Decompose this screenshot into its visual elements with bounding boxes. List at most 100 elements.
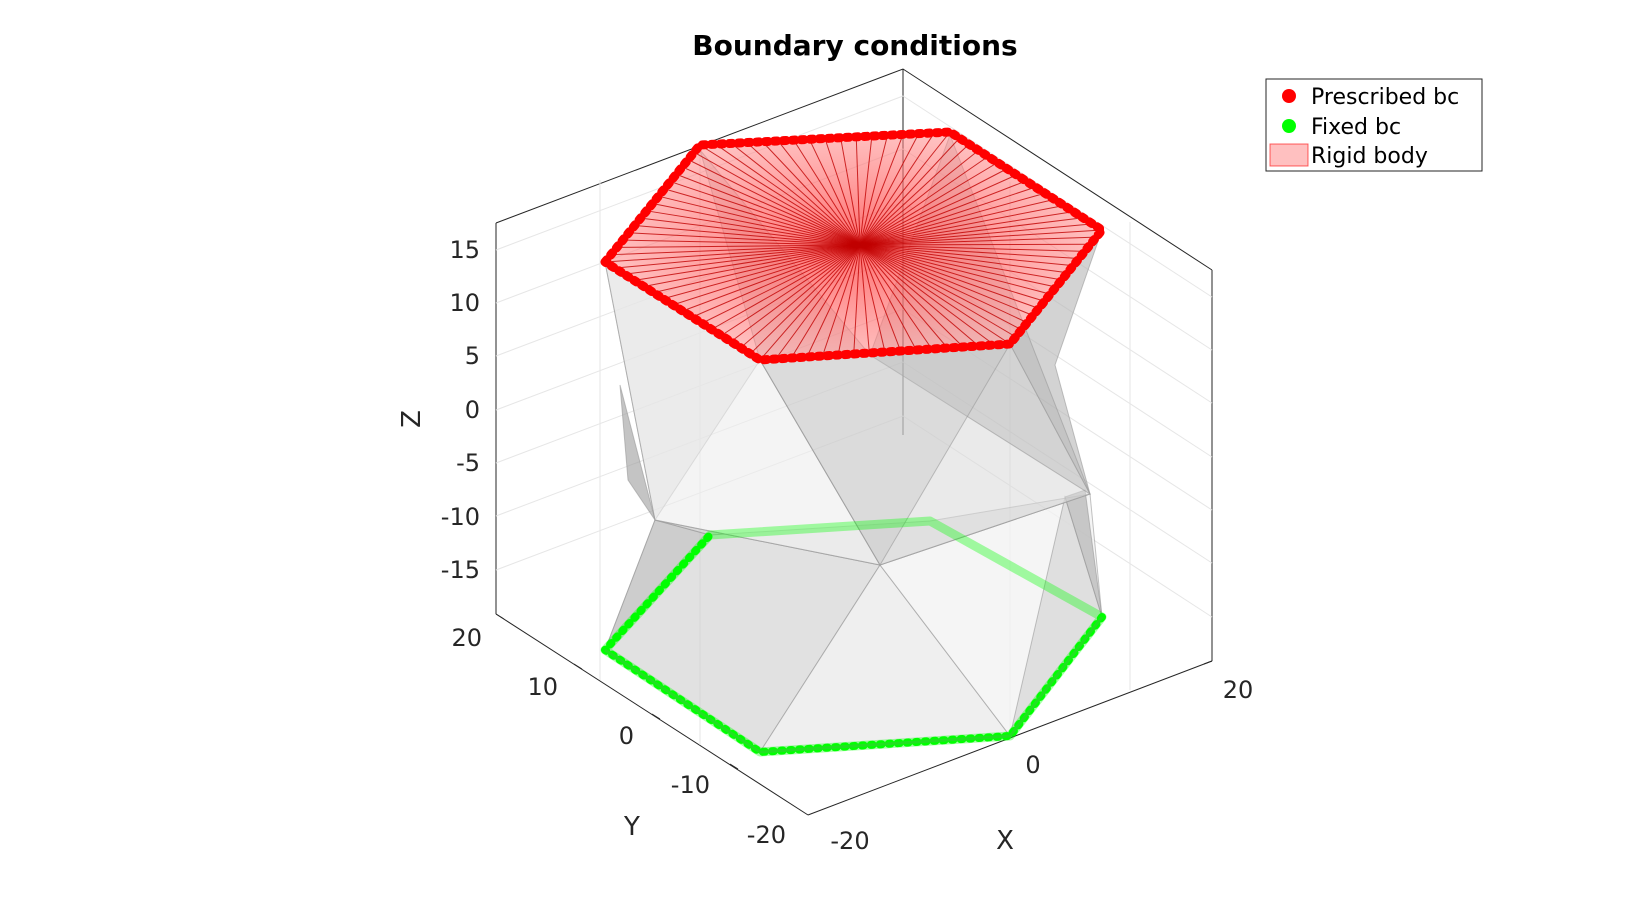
rigid-body-spoke: [859, 244, 1045, 302]
rigid-body-spoke: [682, 244, 861, 312]
z-tick-label: 0: [465, 396, 480, 424]
rigid-body-spoke: [859, 244, 1085, 252]
rigid-body-spoke: [859, 244, 995, 346]
rigid-body-spoke: [653, 244, 861, 294]
rigid-body-spoke: [859, 132, 935, 246]
rigid-body-spoke: [822, 244, 861, 357]
x-tick-label: 0: [1025, 751, 1040, 779]
rigid-body-spoke: [859, 137, 960, 246]
rigid-body-spoke: [824, 138, 861, 246]
rigid-body-spoke: [859, 244, 1068, 274]
rigid-body-spoke: [859, 244, 1034, 316]
rigid-body-spoke: [749, 244, 861, 355]
rigid-body-spoke: [859, 244, 1080, 259]
rigid-body-spoke: [859, 244, 1022, 331]
rigid-body-spoke: [691, 244, 861, 318]
rigid-body-spoke: [859, 168, 1008, 246]
rigid-body-spoke: [859, 136, 873, 246]
rigid-body-spoke: [777, 140, 861, 246]
rigid-body-spoke: [670, 181, 861, 246]
rigid-body-spoke: [701, 244, 861, 324]
rigid-body-spoke: [622, 239, 861, 246]
rigid-body-spoke: [681, 166, 861, 246]
rigid-body-spoke: [859, 223, 1093, 246]
prescribed-bc-ring: [600, 127, 1107, 365]
rigid-body-spoke: [859, 162, 998, 246]
legend: Prescribed bc Fixed bc Rigid body: [1265, 78, 1483, 172]
rigid-body-spoke: [859, 244, 933, 350]
rigid-body-spoke: [730, 244, 861, 343]
z-tick-label: -15: [441, 556, 480, 584]
rigid-body-spoke: [859, 131, 951, 246]
legend-marker-rigid-body: [1269, 143, 1309, 167]
rigid-body-spoke: [640, 217, 861, 246]
rigid-body-spoke: [859, 244, 1028, 324]
z-tick-labels: 15 10 5 0 -5 -10 -15: [441, 236, 480, 584]
rigid-body-spoke: [806, 244, 861, 358]
rigid-body-spoke: [808, 139, 861, 246]
x-tick-label: 20: [1223, 676, 1254, 704]
rigid-body-spoke: [662, 244, 861, 300]
y-tick-label: 20: [451, 624, 482, 652]
z-tick-label: 10: [449, 289, 480, 317]
rigid-body-spoke: [693, 151, 861, 246]
rigid-body-spoke: [646, 210, 861, 246]
y-axis-label: Y: [623, 812, 640, 842]
legend-label-rigid-body: Rigid body: [1311, 144, 1428, 169]
rigid-body-spoke: [740, 244, 861, 349]
rigid-body-spoke: [859, 180, 1027, 246]
rigid-body-spoke: [699, 144, 861, 246]
rigid-body-spoke: [859, 192, 1046, 246]
legend-marker-fixed: [1282, 119, 1296, 133]
rigid-body-spoke: [855, 136, 861, 246]
z-tick-label: -5: [456, 449, 480, 477]
rigid-body-spoke: [676, 173, 861, 246]
rigid-body-spoke: [746, 142, 861, 246]
rigid-body-spoke: [859, 244, 980, 347]
rigid-body-spoke: [759, 244, 861, 361]
rigid-body-spoke: [624, 244, 861, 275]
rigid-body-spoke: [790, 244, 861, 359]
z-axis-label: Z: [397, 410, 427, 428]
rigid-body-spoke: [859, 174, 1017, 246]
rigid-body-spoke: [634, 224, 861, 246]
rigid-body-spoke: [859, 244, 964, 348]
rigid-body-spoke: [837, 244, 861, 356]
rigid-body-spoke: [616, 244, 861, 248]
rigid-body-spoke: [859, 229, 1103, 246]
rigid-body-spoke: [687, 159, 861, 246]
rigid-body-spoke: [720, 244, 861, 336]
rigid-body-spoke: [859, 244, 1011, 345]
rigid-body-spoke: [715, 143, 861, 246]
rigid-body-spoke: [604, 244, 861, 263]
x-axis-label: X: [996, 826, 1014, 856]
rigid-body-spoke: [859, 244, 1057, 288]
rigid-body-spoke: [859, 149, 979, 246]
z-tick-label: 15: [449, 236, 480, 264]
plot-title: Boundary conditions: [692, 29, 1017, 62]
rigid-body-spoke: [859, 198, 1055, 246]
rigid-body-spoke: [859, 244, 870, 354]
rigid-body-spoke: [859, 244, 1017, 338]
rigid-body-spoke: [853, 244, 861, 355]
rigid-body-spoke: [859, 244, 1074, 267]
rigid-body-spoke: [628, 232, 861, 246]
rigid-body-spoke: [859, 134, 904, 246]
rigid-body-spoke: [859, 244, 1039, 309]
rigid-body-spoke: [658, 195, 861, 246]
rigid-body-spoke: [859, 236, 1097, 246]
rigid-body-spoke: [840, 137, 861, 246]
rigid-body-spoke: [859, 244, 1051, 295]
rigid-body-spoke: [672, 244, 861, 306]
rigid-body-spoke: [859, 133, 920, 246]
rigid-body-spoke: [859, 135, 888, 246]
rigid-body-spoke: [859, 243, 1091, 246]
rigid-body-spoke: [859, 244, 948, 349]
rigid-body-spoke: [775, 244, 861, 360]
legend-label-fixed: Fixed bc: [1311, 115, 1401, 140]
rigid-body-spoke: [614, 244, 861, 269]
legend-marker-prescribed: [1282, 89, 1296, 103]
rigid-body-spoke: [859, 244, 1062, 281]
x-tick-labels: -20 0 20: [830, 676, 1253, 855]
